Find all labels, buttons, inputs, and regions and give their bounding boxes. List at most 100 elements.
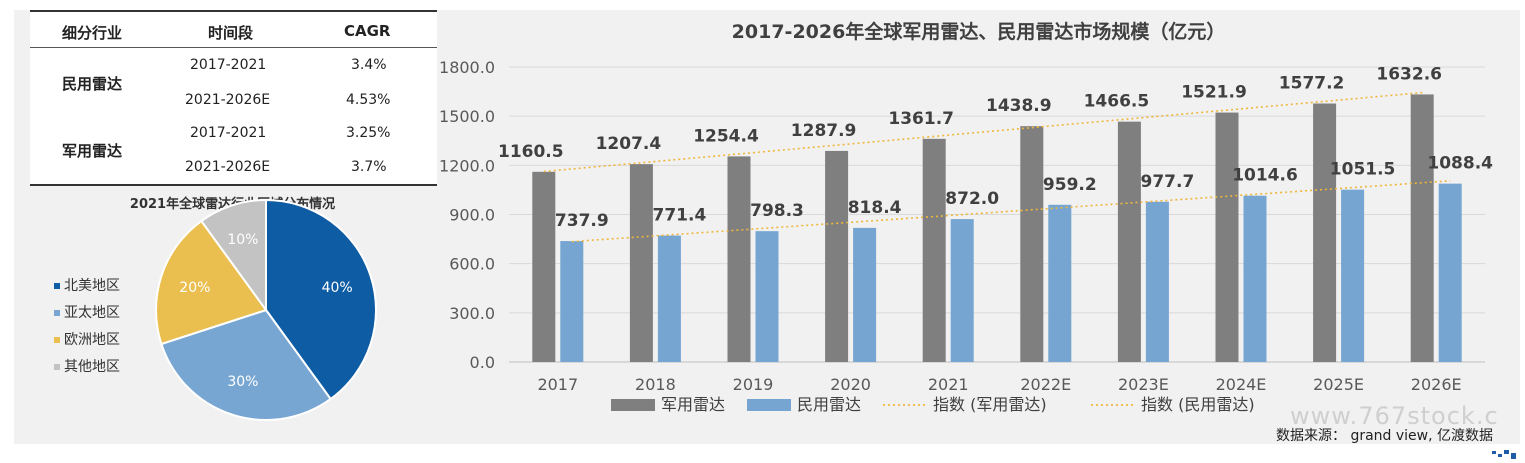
bar-military: [1313, 103, 1337, 363]
bar-military: [825, 150, 849, 362]
data-label: 1051.5: [1330, 160, 1396, 180]
data-label: 1361.7: [888, 109, 954, 129]
pie-value-label: 40%: [322, 280, 353, 296]
x-tick-label: 2017: [537, 375, 578, 394]
data-label: 1254.4: [693, 126, 759, 146]
bar-military: [1215, 112, 1239, 362]
data-label: 1160.5: [498, 142, 564, 162]
y-tick-label: 1800.0: [439, 58, 495, 77]
y-tick-label: 900.0: [449, 206, 495, 225]
x-tick-label: 2024E: [1216, 375, 1267, 394]
data-label: 1466.5: [1084, 92, 1150, 112]
legend-swatch: [611, 399, 655, 411]
table-cell-cagr: 3.4%: [351, 57, 387, 73]
bar-civil: [1145, 201, 1169, 362]
legend-swatch: [54, 337, 60, 343]
pie-slice: [199, 198, 267, 314]
table-header-industry: 细分行业: [62, 24, 123, 42]
pie-value-label: 30%: [227, 374, 258, 390]
data-label: 977.7: [1141, 172, 1195, 192]
y-tick-label: 1200.0: [439, 156, 495, 175]
table-cell-period: 2021-2026E: [185, 92, 271, 108]
logo-icon: [1492, 450, 1516, 459]
x-tick-label: 2022E: [1020, 375, 1071, 394]
y-tick-label: 0.0: [470, 353, 495, 372]
legend-label: 民用雷达: [797, 395, 861, 414]
data-label: 1521.9: [1181, 83, 1247, 103]
bar-civil: [853, 227, 877, 362]
legend-label: 指数 (军用雷达): [933, 395, 1047, 414]
data-label: 798.3: [750, 201, 804, 221]
pie-value-label: 20%: [179, 280, 210, 296]
data-label: 1088.4: [1427, 154, 1493, 174]
legend-swatch: [54, 364, 60, 370]
bar-military: [922, 138, 946, 362]
data-label: 1438.9: [986, 96, 1052, 116]
legend-label: 指数 (民用雷达): [1141, 395, 1255, 414]
data-label: 1287.9: [791, 121, 857, 141]
table-cell-cagr: 4.53%: [346, 92, 391, 108]
bar-military: [1410, 94, 1434, 362]
bar-military: [1117, 121, 1141, 362]
market-size-bar-chart: 2017-2026年全球军用雷达、民用雷达市场规模（亿元） 0.0 300.0 600…: [439, 20, 1493, 414]
data-label: 1632.6: [1376, 64, 1442, 84]
x-tick-label: 2019: [733, 375, 774, 394]
data-label: 1014.6: [1232, 166, 1298, 186]
table-group-civil: 民用雷达: [62, 75, 123, 93]
table-cell-period: 2017-2021: [190, 57, 267, 73]
legend-label: 其他地区: [64, 359, 120, 375]
bar-civil: [755, 231, 779, 362]
bar-civil: [657, 235, 681, 362]
table-group-military: 军用雷达: [62, 142, 123, 160]
watermark: www.767stock.c: [1290, 402, 1499, 430]
bar-civil: [1438, 183, 1462, 362]
data-label: 818.4: [848, 198, 902, 218]
bar-military: [532, 171, 556, 362]
data-label: 959.2: [1043, 175, 1097, 195]
data-label: 1207.4: [596, 134, 662, 154]
legend-swatch: [747, 399, 791, 411]
bar-civil: [1341, 189, 1365, 362]
legend-label: 亚太地区: [64, 305, 120, 321]
legend-label: 欧洲地区: [64, 332, 120, 348]
data-label: 1577.2: [1279, 74, 1345, 94]
bar-military: [1020, 126, 1044, 363]
legend-label: 北美地区: [64, 278, 120, 294]
data-label: 737.9: [555, 211, 609, 231]
trendline: [571, 180, 1451, 243]
chart-title: 2017-2026年全球军用雷达、民用雷达市场规模（亿元）: [732, 20, 1226, 43]
y-tick-label: 1500.0: [439, 107, 495, 126]
table-cell-period: 2021-2026E: [185, 159, 271, 175]
pie-slice: [155, 219, 268, 346]
bar-civil: [1243, 195, 1267, 362]
bar-military: [629, 164, 653, 362]
bar-civil: [950, 219, 974, 362]
x-tick-label: 2021: [928, 375, 969, 394]
data-label: 872.0: [945, 189, 999, 209]
bar-civil: [1048, 204, 1072, 362]
y-tick-label: 600.0: [449, 255, 495, 274]
data-source: 数据来源： grand view, 亿渡数据: [1276, 428, 1494, 444]
x-tick-label: 2025E: [1313, 375, 1364, 394]
legend-label: 军用雷达: [661, 395, 725, 414]
bar-civil: [560, 241, 584, 362]
table-cell-cagr: 3.7%: [351, 159, 387, 175]
cagr-table: 细分行业 时间段 CAGR 民用雷达 2017-2021 3.4% 2021-2…: [30, 10, 437, 186]
pie-slice: [160, 308, 333, 421]
x-tick-label: 2018: [635, 375, 676, 394]
pie-value-label: 10%: [227, 232, 258, 248]
table-cell-period: 2017-2021: [190, 125, 267, 141]
x-tick-label: 2023E: [1118, 375, 1169, 394]
pie-slice: [265, 198, 377, 401]
x-tick-label: 2026E: [1411, 375, 1462, 394]
table-header-period: 时间段: [208, 24, 254, 42]
y-tick-label: 300.0: [449, 304, 495, 323]
table-cell-cagr: 3.25%: [346, 125, 391, 141]
table-header-divider: [30, 47, 437, 48]
legend-swatch: [54, 310, 60, 316]
trendline: [543, 91, 1423, 173]
table-header-cagr: CAGR: [344, 22, 391, 40]
data-label: 771.4: [653, 206, 707, 226]
x-tick-label: 2020: [830, 375, 871, 394]
legend-swatch: [54, 283, 60, 289]
